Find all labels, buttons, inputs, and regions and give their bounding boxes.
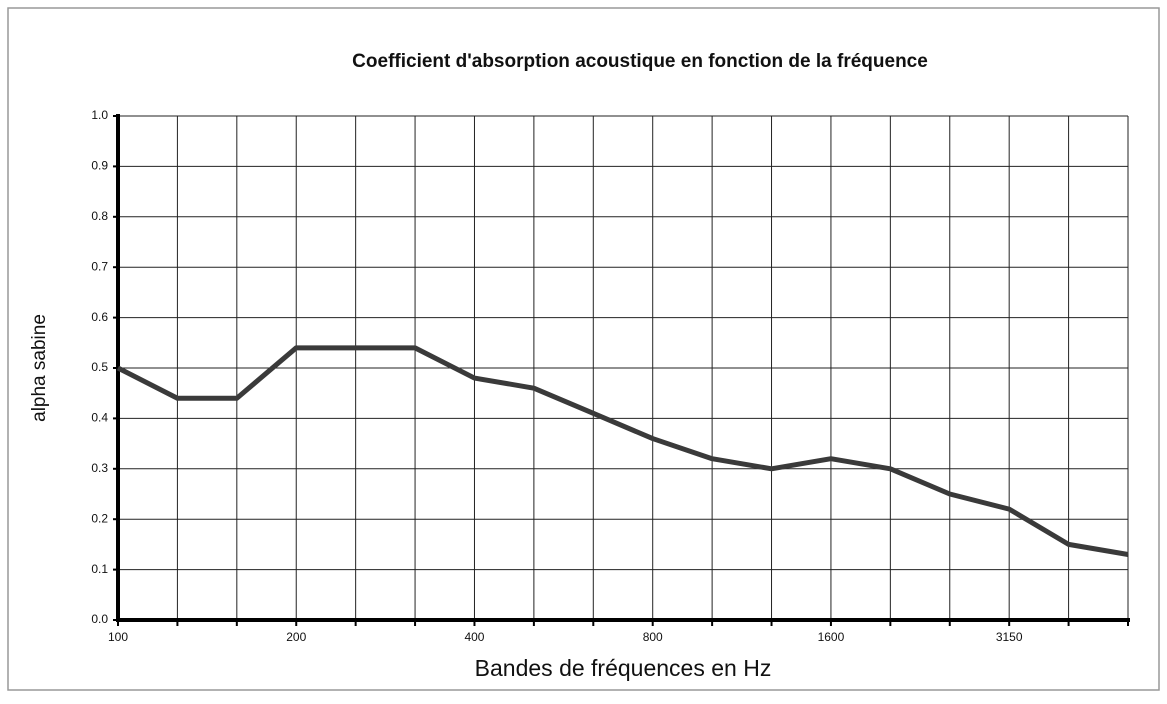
y-tick-label: 0.0 xyxy=(91,612,108,626)
chart-title: Coefficient d'absorption acoustique en f… xyxy=(352,51,928,72)
x-tick-label: 100 xyxy=(108,630,128,644)
y-axis-label: alpha sabine xyxy=(29,314,50,422)
y-tick-label: 0.4 xyxy=(91,411,108,425)
data-line xyxy=(116,345,1129,557)
x-axis-label: Bandes de fréquences en Hz xyxy=(475,655,772,681)
x-tick-label: 1600 xyxy=(818,630,845,644)
y-tick-label: 0.6 xyxy=(91,310,108,324)
x-tick-label: 200 xyxy=(286,630,306,644)
x-tick-label: 3150 xyxy=(996,630,1023,644)
y-tick-label: 0.8 xyxy=(91,209,108,223)
y-tick-label: 1.0 xyxy=(91,108,108,122)
y-tick-label: 0.3 xyxy=(91,461,108,475)
x-tick-label: 400 xyxy=(464,630,484,644)
y-tick-label: 0.5 xyxy=(91,360,108,374)
chart-frame xyxy=(7,7,1160,691)
y-tick-label: 0.1 xyxy=(91,562,108,576)
y-tick-label: 0.7 xyxy=(91,259,108,273)
y-tick-label: 0.2 xyxy=(91,511,108,525)
x-tick-label: 800 xyxy=(643,630,663,644)
y-tick-label: 0.9 xyxy=(91,159,108,173)
